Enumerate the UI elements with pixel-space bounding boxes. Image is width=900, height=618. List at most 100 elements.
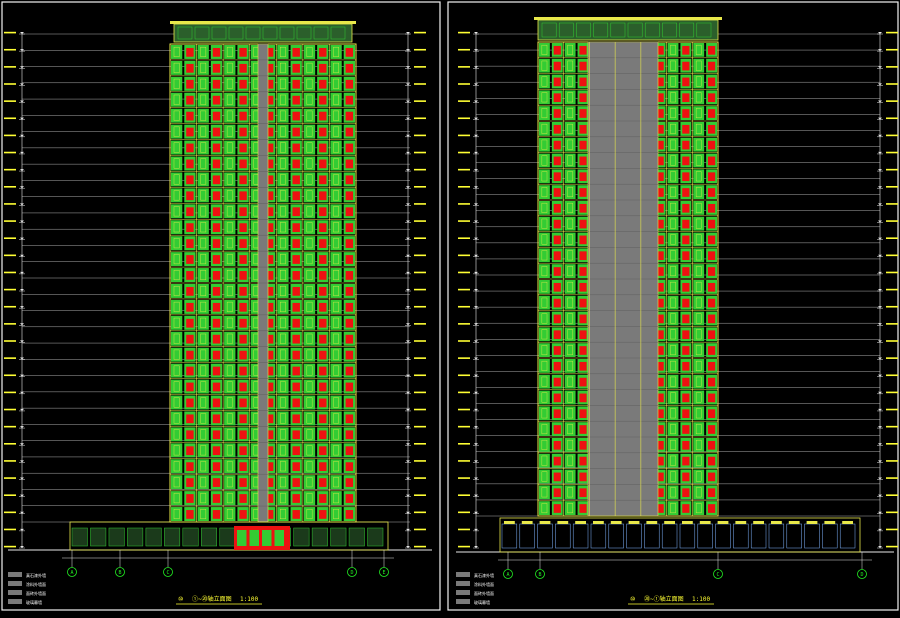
balcony-panel (682, 393, 690, 403)
window-frame (280, 381, 286, 392)
balcony-panel (239, 207, 247, 217)
legend-item: 玻璃幕墙 (474, 599, 490, 605)
balcony-panel (579, 472, 587, 482)
podium-bay (839, 523, 856, 549)
window-panel (693, 106, 705, 120)
window-panel (667, 390, 679, 405)
balcony-panel (553, 298, 561, 308)
window-panel (197, 156, 209, 171)
window-panel (224, 156, 236, 171)
window-frame (200, 285, 207, 296)
elevation-mark (458, 323, 470, 325)
balcony-panel (292, 255, 300, 264)
window-panel (224, 252, 236, 267)
window-frame (173, 270, 180, 281)
elevation-marker-icon (20, 220, 24, 223)
window-frame (173, 62, 180, 73)
window-frame (567, 155, 573, 166)
elevation-mark (414, 254, 426, 257)
balcony-panel (265, 430, 274, 440)
balcony-panel (707, 93, 716, 103)
balcony-panel (579, 109, 587, 118)
window-frame (333, 222, 339, 233)
balcony-panel (186, 79, 194, 89)
balcony-panel (319, 127, 327, 137)
window-frame (541, 187, 548, 198)
balcony-panel (707, 393, 716, 403)
window-panel (197, 331, 209, 346)
window-panel (564, 169, 576, 184)
crown-panel (558, 22, 574, 38)
window-frame (306, 78, 313, 89)
window-frame (173, 285, 180, 296)
legend-swatch (8, 572, 22, 577)
window-panel (171, 220, 183, 235)
window-panel (667, 74, 679, 89)
elevation-marker-icon (406, 408, 410, 411)
balcony-panel (186, 446, 194, 456)
elevation-mark (414, 408, 426, 411)
window-panel (250, 76, 262, 91)
balcony-panel (212, 446, 221, 456)
balcony-panel (579, 282, 587, 292)
balcony-panel (239, 318, 247, 328)
legend-item: 涂料外墙面 (26, 581, 46, 587)
window-frame (200, 222, 207, 233)
window-panel (250, 363, 262, 378)
balcony-panel (707, 488, 716, 498)
window-panel (277, 236, 289, 251)
podium-bay (590, 523, 607, 549)
axis-label: B (538, 572, 541, 578)
balcony-panel (707, 140, 716, 150)
window-panel (197, 140, 209, 155)
balcony-panel (579, 456, 587, 466)
window-panel (250, 475, 262, 490)
elevation-mark (414, 305, 426, 308)
window-panel (303, 411, 316, 426)
window-panel (564, 469, 576, 484)
balcony-panel (239, 159, 247, 169)
balcony-panel (239, 239, 247, 248)
podium-canopy (735, 521, 747, 524)
window-panel (303, 459, 316, 474)
window-panel (539, 248, 550, 263)
balcony-panel (656, 140, 664, 150)
balcony-panel (265, 382, 274, 392)
window-frame (695, 76, 702, 87)
window-frame (306, 413, 313, 424)
elevation-marker-icon (406, 391, 410, 394)
elevation-marker-icon (878, 546, 882, 548)
elevation-marker-icon (20, 271, 24, 274)
window-frame (306, 174, 313, 185)
balcony-panel (656, 219, 664, 229)
window-frame (226, 349, 233, 360)
window-panel (224, 331, 236, 346)
balcony-panel (265, 143, 274, 153)
elevation-marker-icon (20, 66, 24, 69)
balcony-panel (265, 47, 274, 57)
window-panel (330, 315, 342, 330)
elevation-mark (414, 323, 426, 325)
window-panel (303, 268, 316, 282)
balcony-panel (212, 494, 221, 503)
window-panel (564, 280, 576, 294)
elevation-mark (4, 271, 16, 274)
balcony-panel (656, 409, 664, 419)
entrance-glazing (262, 530, 272, 546)
podium-bay (661, 523, 678, 549)
window-frame (306, 301, 313, 312)
balcony-panel (579, 361, 587, 371)
window-frame (200, 349, 207, 360)
window-frame (333, 413, 339, 424)
elevation-mark (4, 408, 16, 411)
elevation-mark (4, 83, 16, 85)
elevation-mark (886, 186, 898, 188)
window-panel (171, 299, 183, 314)
elevation-marker-icon (474, 357, 478, 360)
window-frame (200, 238, 207, 249)
window-panel (303, 45, 316, 59)
elevation-marker-icon (878, 117, 882, 120)
crown-panel (194, 26, 210, 40)
window-panel (330, 108, 342, 123)
window-frame (306, 461, 313, 472)
